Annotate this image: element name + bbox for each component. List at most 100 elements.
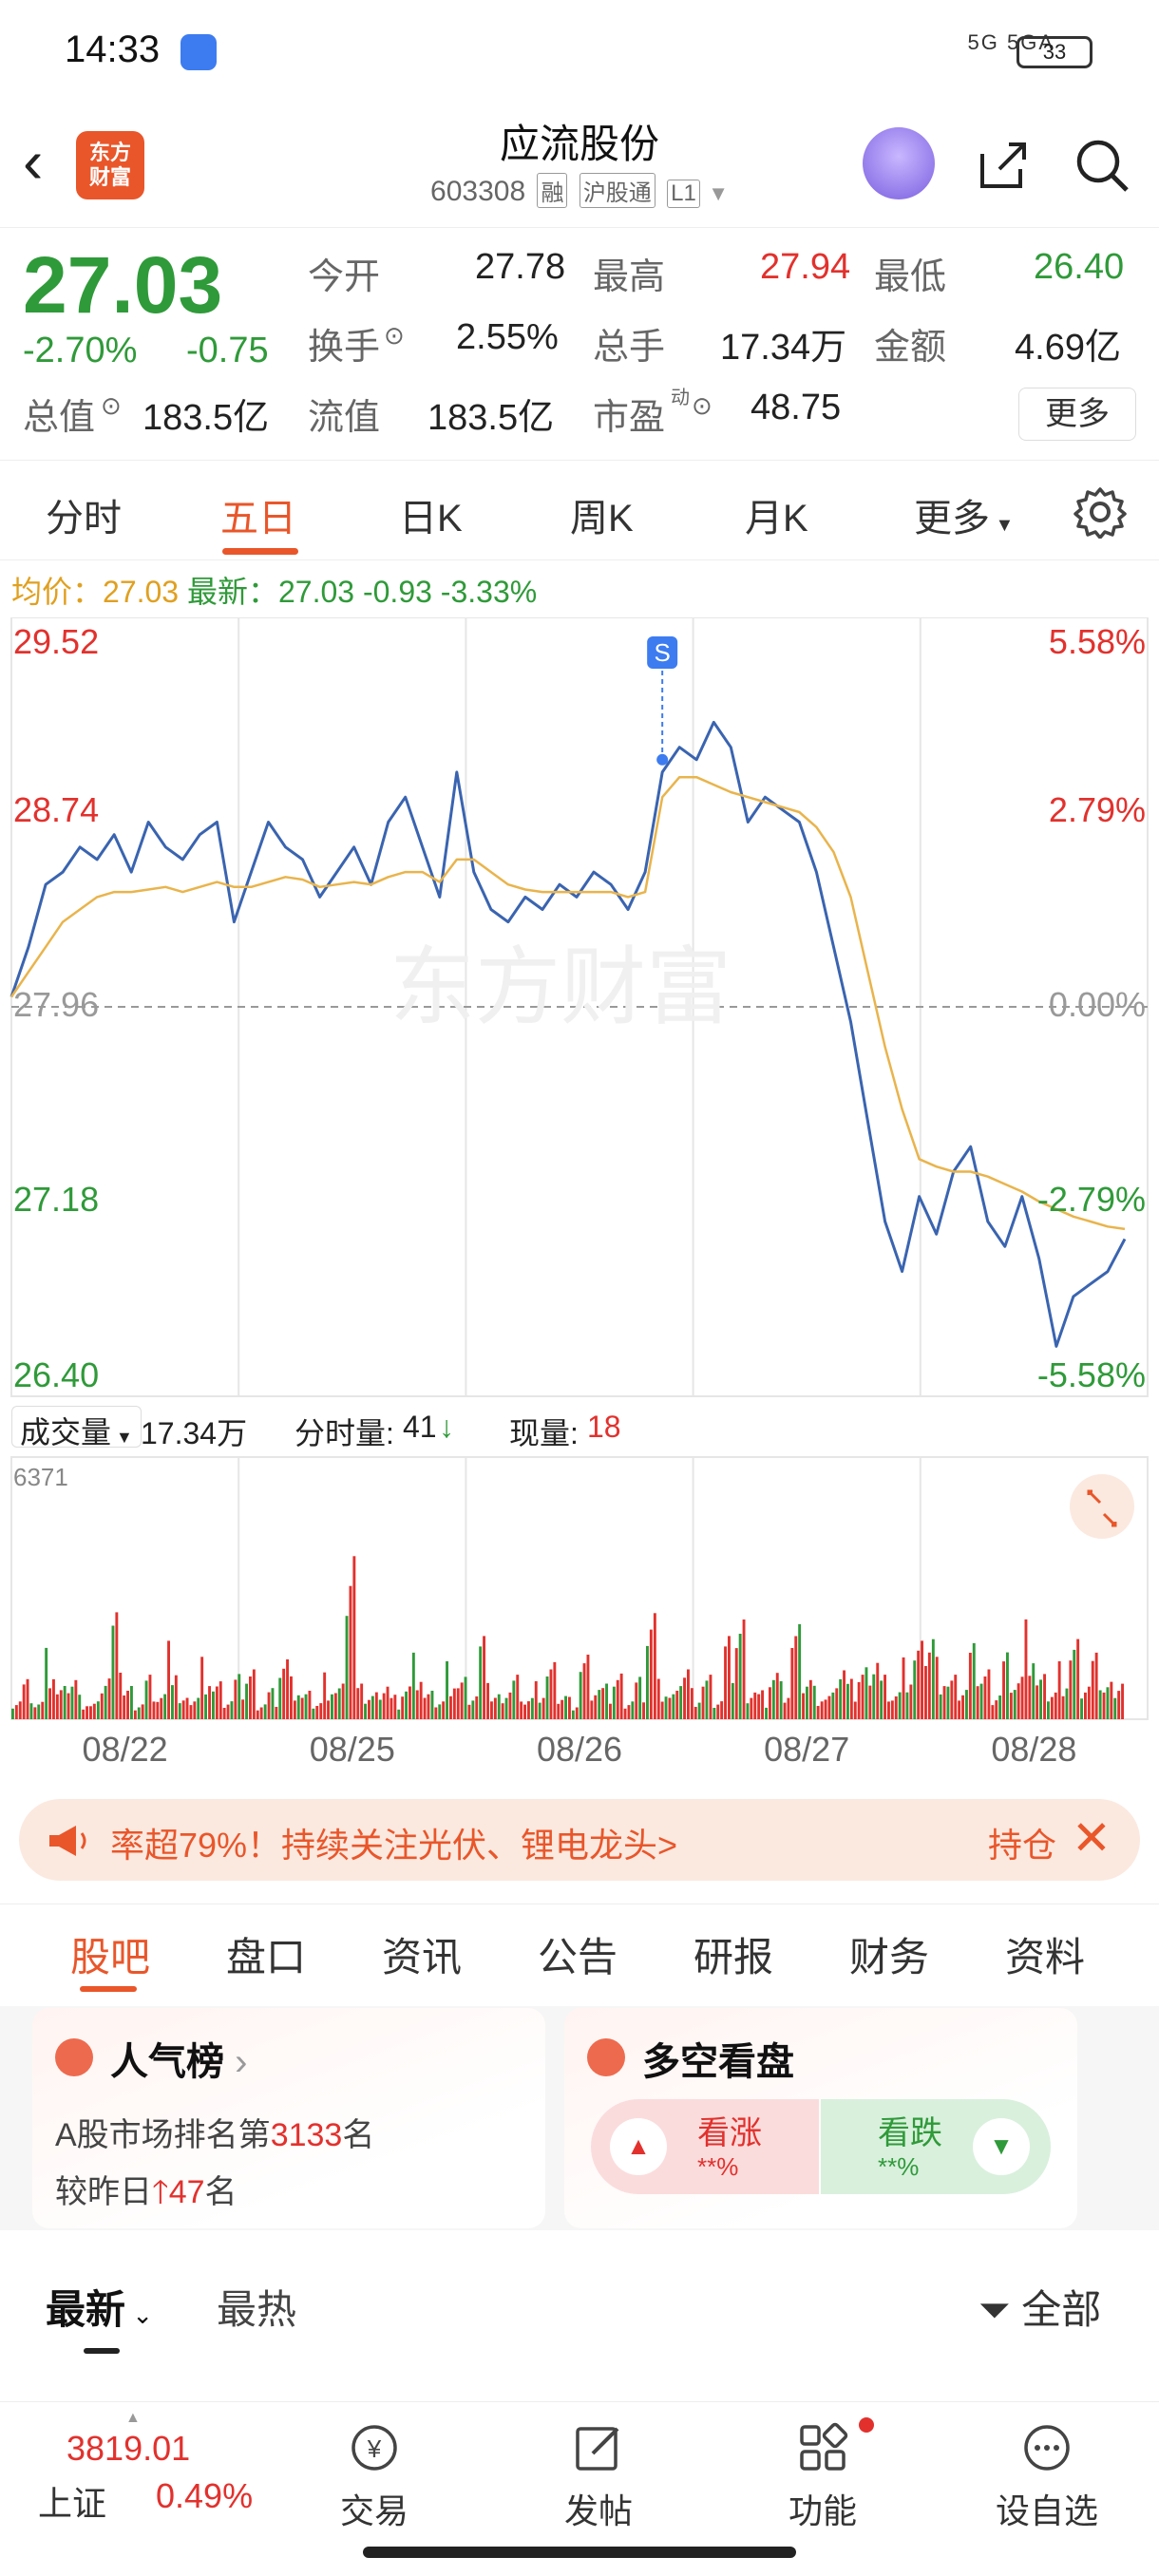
volume-bar (137, 1707, 141, 1719)
volume-bar (798, 1623, 802, 1719)
tab-hot[interactable]: 最热 (217, 2287, 297, 2332)
search-icon[interactable] (1072, 135, 1132, 196)
level-tag[interactable]: L1 (667, 180, 700, 208)
info-icon[interactable]: ⊙ (692, 391, 712, 420)
bearish-button[interactable]: 看跌 **% ▼ (821, 2099, 1051, 2194)
volume-bar (1020, 1676, 1024, 1719)
volume-bar (653, 1613, 656, 1719)
volume-bar (245, 1683, 248, 1719)
volume-bar (364, 1703, 367, 1719)
volume-bar (553, 1661, 557, 1719)
banner-text[interactable]: 率超79%！持续关注光伏、锂电龙头> (110, 1826, 678, 1865)
turnover-value: 2.55% (456, 317, 559, 357)
volume-bar (560, 1699, 564, 1719)
five-day-price-chart[interactable]: 东方财富 29.52 28.74 27.96 27.18 26.40 5.58% 2.79… (0, 617, 1159, 1406)
volume-bar (327, 1700, 330, 1719)
volume-bar (1039, 1679, 1042, 1719)
chart-marker[interactable]: S (647, 636, 678, 766)
tab-more[interactable]: 更多 ▼ (914, 487, 1014, 542)
volume-bar (193, 1701, 197, 1719)
back-icon[interactable]: ‹ (23, 127, 44, 196)
nav-trade[interactable]: ¥ 交易 (308, 2421, 441, 2533)
index-name[interactable]: 上证 (38, 2484, 107, 2523)
volume-bar (504, 1697, 508, 1719)
volume-bar (1047, 1701, 1050, 1719)
volume-bar (545, 1676, 549, 1719)
volume-bar (171, 1685, 174, 1719)
info-icon[interactable]: ⊙ (384, 321, 405, 350)
gear-icon[interactable] (1074, 485, 1127, 539)
expand-icon[interactable] (1070, 1474, 1134, 1539)
volume-bar (880, 1680, 884, 1719)
volume-bar (742, 1619, 746, 1719)
nav-add-watchlist[interactable]: 设自选 (980, 2421, 1113, 2533)
volume-bar (185, 1697, 189, 1719)
tab-profile[interactable]: 资料 (1005, 1935, 1086, 1979)
volume-bar (812, 1685, 816, 1719)
tab-intraday[interactable]: 分时 (46, 498, 122, 540)
tab-daily-k[interactable]: 日K (399, 498, 463, 540)
volume-bar (78, 1695, 82, 1719)
volume-bar (41, 1701, 45, 1719)
tab-latest[interactable]: 最新 ⌄ (46, 2278, 153, 2336)
volume-bar (683, 1677, 686, 1719)
volume-bar (271, 1688, 275, 1719)
promo-banner[interactable]: 率超79%！持续关注光伏、锂电龙头> 持仓 ✕ (19, 1799, 1140, 1881)
latest-value: 27.03 (278, 575, 355, 609)
volume-bar (668, 1697, 672, 1719)
volume-bar (635, 1682, 638, 1719)
pe-value: 48.75 (750, 388, 842, 427)
popularity-card[interactable]: 人气榜 › A股市场排名第3133名 较昨日🡑47名 (32, 2008, 545, 2228)
x-tick-day: 08/28 (991, 1730, 1076, 1769)
feed-tabs: 最新 ⌄ 最热 ⏷ 全部 (0, 2244, 1159, 2358)
volume-bar (590, 1700, 594, 1719)
volume-bar (408, 1686, 411, 1719)
tab-finance[interactable]: 财务 (849, 1935, 930, 1979)
volume-bar (905, 1692, 909, 1719)
bullish-button[interactable]: ▲ 看涨 **% (591, 2099, 819, 2194)
volume-selector[interactable]: 成交量 ▼ (11, 1406, 142, 1449)
y-tick-left: 28.74 (13, 790, 99, 829)
tab-research[interactable]: 研报 (694, 1935, 774, 1979)
share-icon[interactable] (975, 137, 1032, 194)
volume-bar (530, 1697, 534, 1719)
volume-bar (200, 1657, 204, 1719)
index-change[interactable]: 0.49% (156, 2476, 254, 2515)
volume-bar (256, 1710, 259, 1719)
filter-button[interactable]: ⏷ 全部 (978, 2278, 1101, 2336)
close-icon[interactable]: ✕ (1072, 1811, 1112, 1865)
volume-bar (115, 1612, 119, 1719)
volume-bar (370, 1695, 374, 1719)
assistant-avatar[interactable] (863, 127, 935, 199)
tab-weekly-k[interactable]: 周K (570, 498, 634, 540)
tab-news[interactable]: 资讯 (382, 1935, 463, 1979)
tab-announcements[interactable]: 公告 (538, 1935, 618, 1979)
tab-forum[interactable]: 股吧 (70, 1935, 151, 1979)
nav-post[interactable]: 发帖 (532, 2421, 665, 2533)
volume-bar (769, 1687, 771, 1719)
tab-five-day[interactable]: 五日 (220, 498, 296, 540)
volume-chart[interactable]: 6371 08/22 08/25 08/26 08/27 08/28 (0, 1453, 1159, 1776)
brand-logo: 东方财富 (76, 131, 144, 199)
index-value[interactable]: 3819.01 (66, 2429, 191, 2468)
volume-bar (935, 1657, 939, 1719)
nav-functions[interactable]: 功能 (756, 2417, 889, 2533)
volume-bar (701, 1686, 705, 1719)
tab-orderbook[interactable]: 盘口 (226, 1935, 307, 1979)
triangle-up-icon: ▲ (610, 2118, 667, 2175)
delta-value: 47 (168, 2174, 205, 2210)
volume-bar (315, 1706, 319, 1719)
volume-bar (794, 1636, 798, 1719)
edit-icon (576, 2427, 619, 2471)
mktcap-value: 183.5亿 (142, 398, 270, 438)
volume-value: 17.34万 (720, 328, 847, 368)
volume-bar (215, 1686, 218, 1719)
rank-value: 3133 (270, 2117, 343, 2153)
volume-bar (976, 1686, 979, 1719)
more-button[interactable]: 更多 (1018, 388, 1136, 441)
tab-monthly-k[interactable]: 月K (745, 498, 808, 540)
info-icon[interactable]: ⊙ (101, 391, 122, 420)
banner-hold[interactable]: 持仓 (988, 1826, 1056, 1865)
chevron-down-icon[interactable]: ▼ (708, 181, 729, 205)
popularity-title: 人气榜 › (110, 2031, 247, 2086)
